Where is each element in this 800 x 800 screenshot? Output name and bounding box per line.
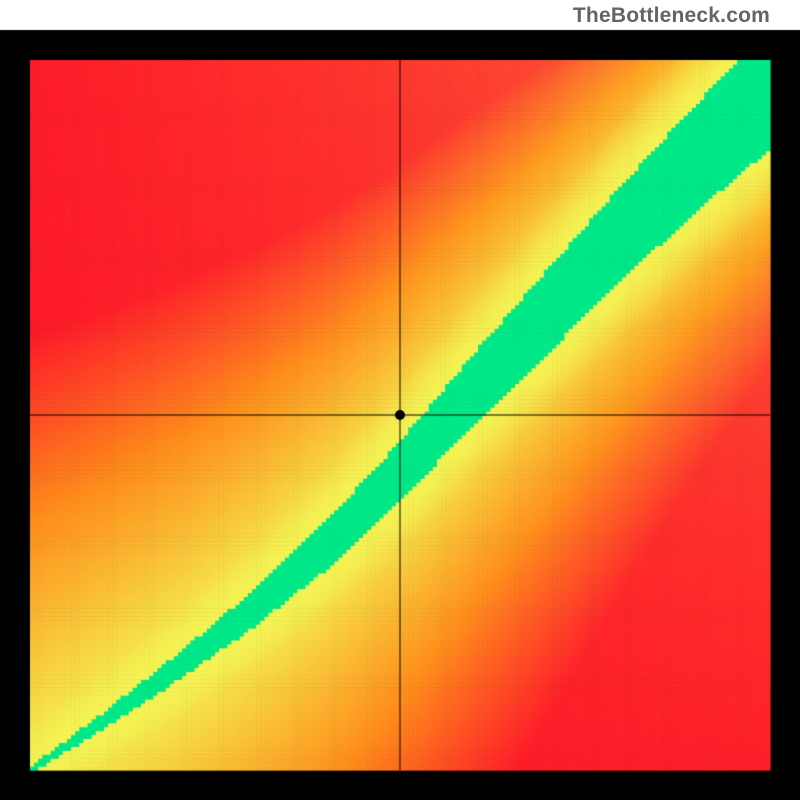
stage: TheBottleneck.com (0, 0, 800, 800)
bottleneck-heatmap (0, 0, 800, 800)
watermark-text: TheBottleneck.com (573, 4, 770, 28)
